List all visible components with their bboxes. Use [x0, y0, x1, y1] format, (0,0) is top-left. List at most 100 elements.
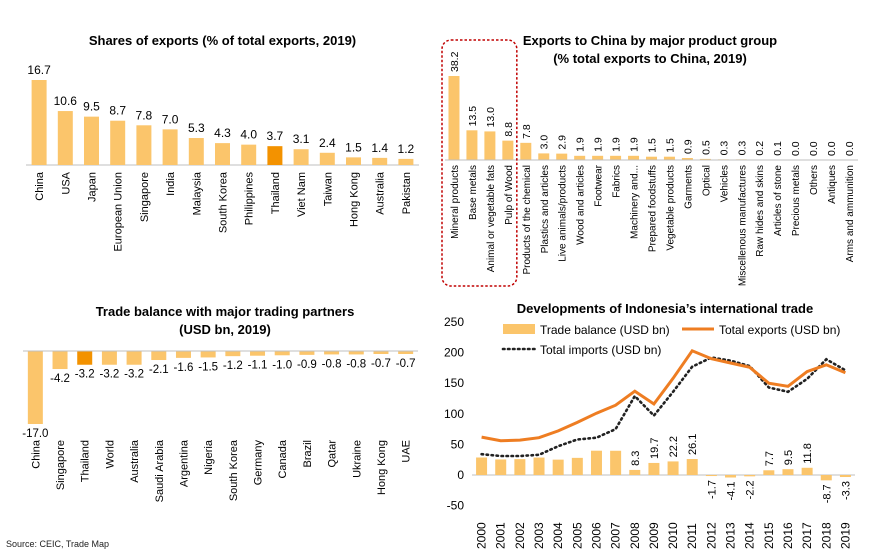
- balance-category-label: Saudi Arabia: [154, 439, 166, 502]
- shares-bar-pakistan: [398, 158, 414, 165]
- balance-category-label: World: [104, 440, 116, 469]
- legend-total-imports-label: Total imports (USD bn): [540, 343, 661, 357]
- shares-bar-philippines: [241, 144, 257, 165]
- dev-balance-bar-2018: [820, 475, 832, 481]
- dev-ytick-label: 100: [444, 407, 464, 421]
- dev-year-label: 2008: [628, 522, 642, 549]
- dev-balance-value-label: -2.2: [745, 480, 757, 499]
- balance-category-label: Brazil: [302, 440, 314, 468]
- shares-value-label: 4.3: [214, 126, 231, 140]
- shares-category-label: Malaysia: [191, 171, 203, 215]
- dev-balance-bar-2017: [801, 467, 813, 475]
- products-bar-machinery-and: [628, 155, 640, 160]
- products-category-label: Prepared foodstuffs: [648, 165, 659, 252]
- dev-ytick-label: 150: [444, 376, 464, 390]
- products-bar-base-metals: [466, 130, 478, 160]
- shares-bar-china: [31, 80, 47, 165]
- shares-category-label: China: [34, 171, 46, 201]
- balance-bar-china: [27, 351, 43, 424]
- products-value-label: 0.5: [700, 140, 712, 155]
- products-category-label: Live animals/products: [558, 165, 569, 262]
- balance-value-label: -0.7: [371, 358, 391, 370]
- balance-category-label: Argentina: [178, 439, 190, 487]
- products-value-label: 13.0: [485, 107, 497, 128]
- dev-year-label: 2003: [532, 522, 546, 549]
- dev-balance-value-label: 26.1: [687, 434, 699, 455]
- products-category-label: Arms and ammunition: [845, 165, 856, 262]
- balance-value-label: -2.1: [149, 364, 169, 376]
- balance-value-label: -3.2: [75, 369, 95, 381]
- products-value-label: 0.0: [790, 141, 802, 156]
- dev-balance-value-label: 8.3: [630, 451, 642, 466]
- products-category-label: Fabrics: [612, 165, 623, 198]
- shares-value-label: 7.0: [162, 112, 179, 126]
- products-category-label: Pulp of Wood: [504, 165, 515, 225]
- products-value-label: 0.0: [826, 141, 838, 156]
- dev-ytick-label: 0: [457, 468, 464, 482]
- products-value-label: 0.0: [808, 141, 820, 156]
- products-category-label: Optical: [701, 165, 712, 196]
- dev-balance-value-label: 22.2: [668, 436, 680, 457]
- shares-value-label: 3.1: [293, 132, 310, 146]
- shares-bar-india: [162, 129, 178, 165]
- dev-balance-value-label: 11.8: [802, 443, 814, 464]
- products-bar-pulp-of-wood: [502, 140, 514, 160]
- balance-bar-saudi-arabia: [151, 351, 167, 361]
- dev-year-label: 2019: [838, 522, 852, 549]
- shares-category-label: European Union: [113, 172, 125, 252]
- balance-value-label: -1.2: [223, 360, 243, 372]
- dev-balance-bar-2005: [571, 457, 583, 475]
- products-bar-fabrics: [610, 155, 622, 160]
- balance-value-label: -0.8: [346, 358, 366, 370]
- shares-category-label: Japan: [87, 172, 99, 202]
- balance-value-label: -1.1: [248, 360, 268, 372]
- products-value-label: 2.9: [557, 135, 569, 150]
- shares-value-label: 2.4: [319, 136, 336, 150]
- products-category-label: Garments: [683, 165, 694, 209]
- dev-balance-bar-2009: [648, 462, 660, 475]
- dev-year-label: 2016: [781, 522, 795, 549]
- balance-bar-uae: [398, 351, 414, 355]
- shares-category-label: Viet Nam: [296, 172, 308, 217]
- shares-category-label: South Korea: [218, 171, 230, 233]
- shares-bar-singapore: [136, 125, 152, 165]
- products-highlight-box: [441, 39, 518, 287]
- balance-bar-germany: [250, 351, 266, 356]
- shares-bar-japan: [84, 116, 99, 165]
- balance-category-label: Hong Kong: [376, 440, 388, 495]
- balance-bar-south-korea: [225, 351, 241, 357]
- dev-balance-value-label: 9.5: [783, 450, 795, 465]
- products-bar-mineral-products: [448, 76, 460, 160]
- shares-category-label: Philippines: [244, 172, 256, 226]
- products-category-label: Articles of stone: [773, 165, 784, 237]
- shares-bar-thailand: [267, 146, 283, 165]
- balance-value-label: -17.0: [22, 428, 48, 440]
- products-category-label: Antiques: [827, 165, 838, 204]
- products-value-label: 8.8: [503, 122, 515, 137]
- balance-value-label: -0.8: [322, 358, 342, 370]
- products-value-label: 13.5: [467, 106, 479, 127]
- dev-balance-bar-2006: [590, 450, 602, 475]
- shares-bar-hong-kong: [346, 157, 361, 165]
- products-bar-plastics-and-articles: [538, 153, 550, 160]
- products-category-label: Machinery and...: [630, 165, 641, 239]
- dev-balance-bar-2013: [725, 475, 737, 478]
- balance-bar-canada: [274, 351, 290, 356]
- balance-category-label: UAE: [401, 440, 413, 463]
- shares-category-label: Taiwan: [322, 172, 334, 206]
- dev-balance-value-label: -3.3: [840, 481, 852, 500]
- products-bar-prepared-foodstuffs: [646, 156, 657, 160]
- shares-value-label: 5.3: [188, 121, 205, 135]
- shares-value-label: 3.7: [267, 129, 284, 143]
- dev-year-label: 2004: [551, 522, 565, 549]
- dev-balance-bar-2007: [610, 450, 622, 475]
- balance-value-label: -1.0: [272, 359, 292, 371]
- shares-category-label: USA: [60, 171, 72, 194]
- dev-year-label: 2010: [666, 522, 680, 549]
- shares-chart-title: Shares of exports (% of total exports, 2…: [88, 33, 357, 48]
- balance-bar-world: [101, 351, 117, 365]
- trade-balance-title-line2: (USD bn, 2019): [179, 322, 271, 337]
- dev-balance-bar-2010: [667, 461, 679, 475]
- legend-trade-balance-swatch: [503, 324, 535, 334]
